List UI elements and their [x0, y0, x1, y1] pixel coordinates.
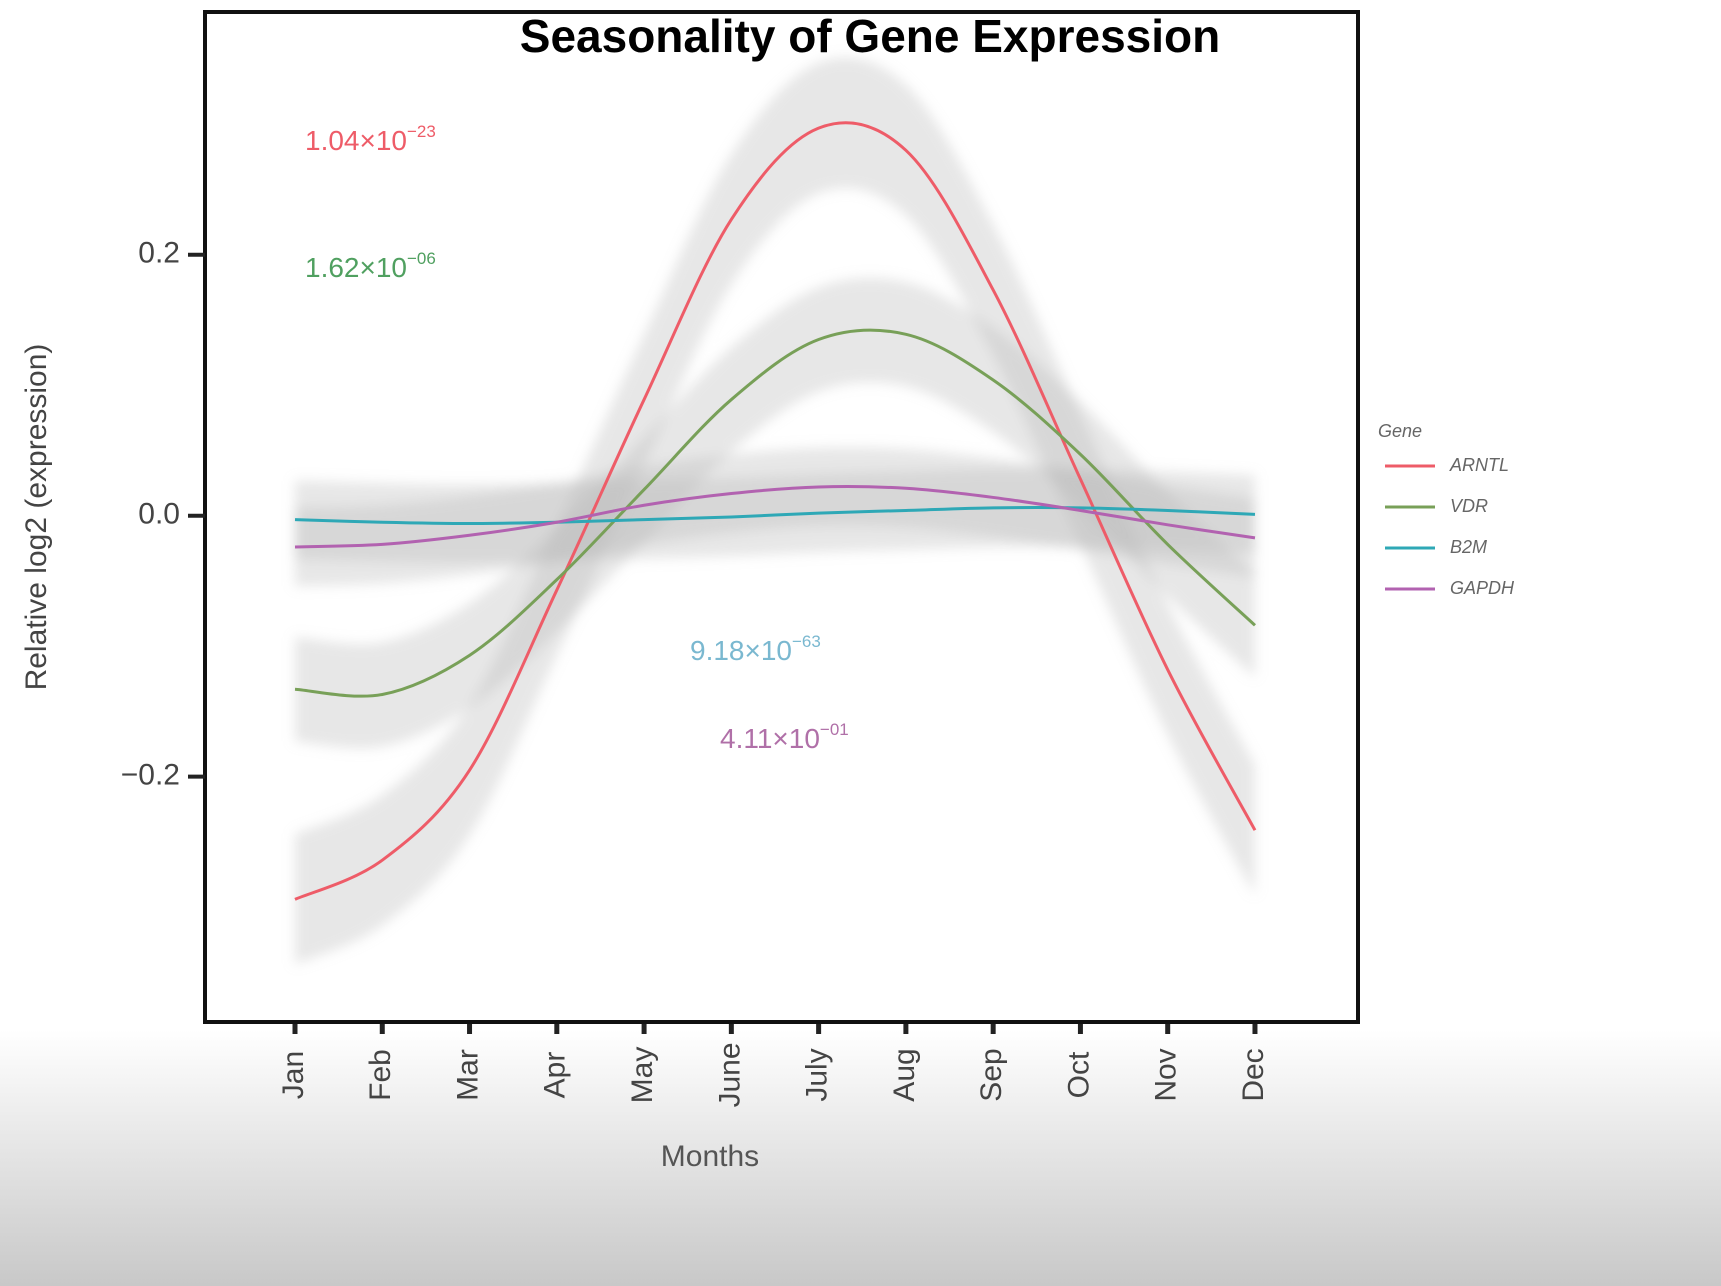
y-tick-label: −0.2 — [121, 759, 180, 792]
legend-label: GAPDH — [1450, 578, 1515, 598]
annotation-exponent: −63 — [792, 632, 821, 651]
x-tick-label: Jan — [277, 1051, 310, 1099]
x-tick-label: July — [801, 1048, 834, 1101]
x-tick-label: Apr — [539, 1052, 572, 1099]
annotation: 9.18×10−63 — [690, 632, 821, 666]
x-tick-label: Dec — [1237, 1048, 1270, 1101]
y-tick-label: 0.0 — [138, 498, 180, 531]
x-tick-label: May — [626, 1047, 659, 1104]
annotation-exponent: −23 — [407, 122, 436, 141]
series-line — [294, 506, 1256, 526]
annotation: 1.62×10−06 — [305, 249, 436, 283]
annotation-text: 9.18×10 — [690, 635, 792, 666]
series-line — [294, 121, 1257, 901]
y-axis-label: Relative log2 (expression) — [20, 344, 53, 691]
legend-title: Gene — [1378, 421, 1422, 441]
annotation-exponent: −01 — [820, 720, 849, 739]
bottom-fade — [0, 1030, 1721, 1286]
series-line — [294, 485, 1256, 549]
x-tick-label: Sep — [975, 1048, 1008, 1101]
annotation: 1.04×10−23 — [305, 122, 436, 156]
annotation-text: 1.04×10 — [305, 125, 407, 156]
legend-label: B2M — [1450, 537, 1487, 557]
confidence-band — [295, 57, 1255, 965]
y-tick-label: 0.2 — [138, 237, 180, 270]
annotation-exponent: −06 — [407, 249, 436, 268]
x-axis-label: Months — [661, 1140, 759, 1173]
x-tick-label: June — [713, 1042, 746, 1107]
legend-label: ARNTL — [1449, 455, 1509, 475]
legend-label: VDR — [1450, 496, 1488, 516]
x-tick-label: Feb — [364, 1049, 397, 1101]
plot-layer: 1.04×10−23 1.62×10−06 9.18×10−63 4.11×10−01 — [292, 121, 1258, 1034]
confidence-band — [295, 447, 1255, 587]
series-line — [294, 328, 1256, 698]
bands — [295, 57, 1255, 965]
x-tick-label: Aug — [888, 1048, 921, 1101]
annotation: 4.11×10−01 — [720, 720, 849, 754]
annotation-text: 1.62×10 — [305, 252, 407, 283]
chart-title: Seasonality of Gene Expression — [520, 10, 1220, 62]
x-tick-label: Oct — [1062, 1051, 1095, 1098]
x-tick-label: Mar — [451, 1049, 484, 1101]
x-tick-label: Nov — [1150, 1048, 1183, 1101]
annotation-text: 4.11×10 — [720, 723, 820, 754]
